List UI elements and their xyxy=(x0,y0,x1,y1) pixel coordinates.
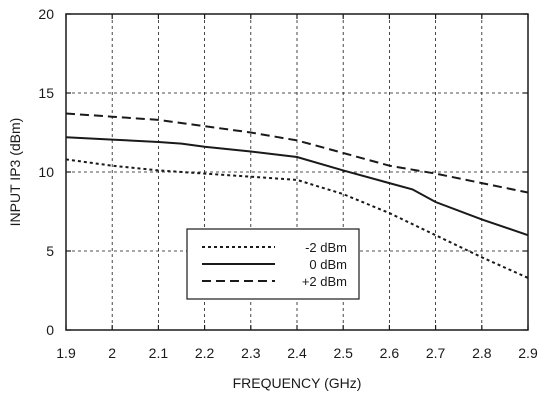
y-tick-label: 20 xyxy=(38,6,54,22)
legend-label: +2 dBm xyxy=(302,274,347,289)
y-tick-label: 10 xyxy=(38,164,54,180)
x-tick-label: 2.4 xyxy=(287,345,307,361)
x-tick-label: 2 xyxy=(108,345,116,361)
x-tick-label: 2.9 xyxy=(518,345,538,361)
series-line xyxy=(65,158,529,279)
x-axis-title: FREQUENCY (GHz) xyxy=(233,375,362,391)
y-tick-label: 5 xyxy=(46,243,54,259)
series-lines xyxy=(65,112,529,279)
x-tick-label: 2.1 xyxy=(149,345,169,361)
x-tick-label: 2.7 xyxy=(426,345,446,361)
series-line xyxy=(65,136,529,237)
x-tick-label: 2.6 xyxy=(380,345,400,361)
x-tick-label: 2.3 xyxy=(241,345,261,361)
y-axis-title: INPUT IP3 (dBm) xyxy=(7,118,23,227)
series-line xyxy=(65,112,529,194)
legend-label: 0 dBm xyxy=(309,257,347,272)
x-tick-label: 1.9 xyxy=(56,345,76,361)
axis-ticks: 1.9 2 2.1 2.2 2.3 2.4 2.5 2.6 2.7 2.8 2.9 0 5 10 15 20 xyxy=(38,6,538,361)
x-tick-label: 2.8 xyxy=(472,345,492,361)
y-tick-label: 15 xyxy=(38,85,54,101)
legend-label: -2 dBm xyxy=(305,240,347,255)
x-tick-label: 2.5 xyxy=(333,345,353,361)
x-tick-label: 2.2 xyxy=(195,345,215,361)
y-tick-label: 0 xyxy=(46,322,54,338)
legend: -2 dBm 0 dBm +2 dBm xyxy=(186,228,360,300)
